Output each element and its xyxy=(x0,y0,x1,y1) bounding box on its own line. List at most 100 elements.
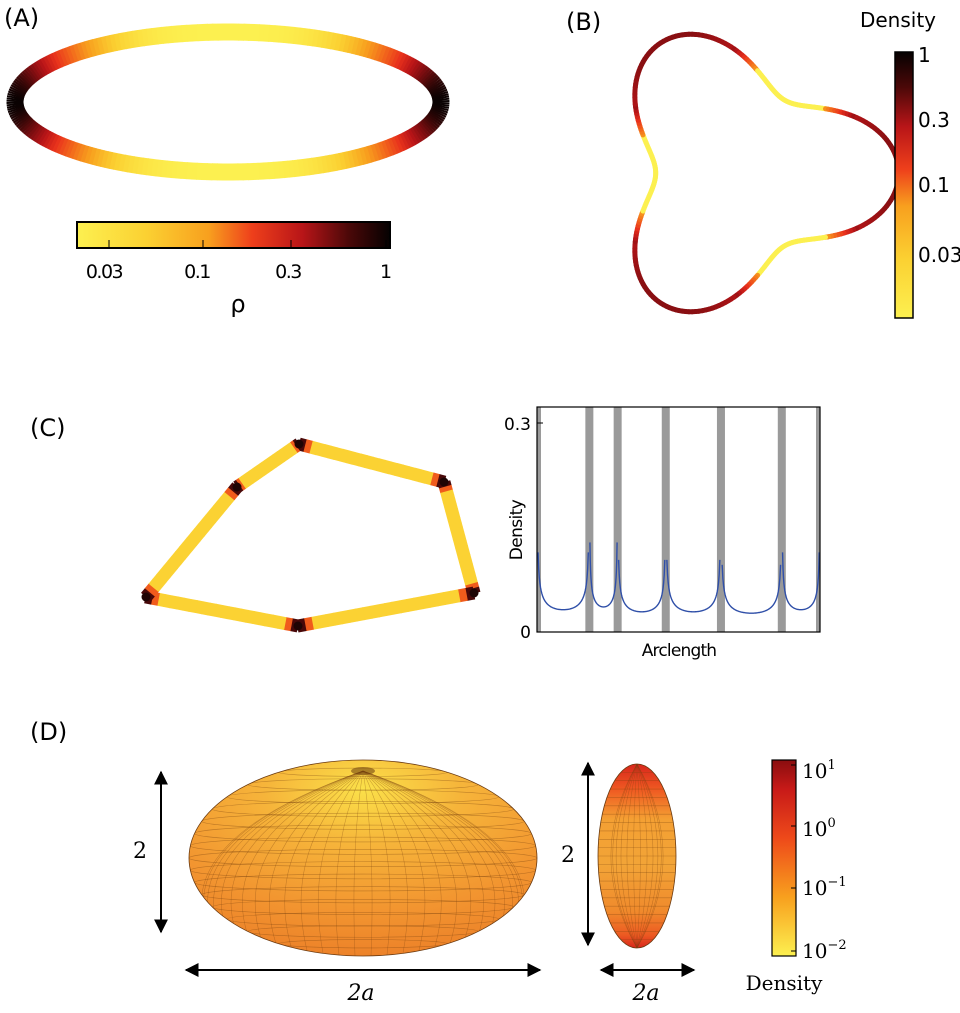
ring-segment xyxy=(329,153,338,172)
ring-segment xyxy=(37,128,49,145)
ring-segment xyxy=(46,54,57,72)
polygon-edge-segment xyxy=(438,484,453,494)
ring-segment xyxy=(54,136,66,154)
ring-segment xyxy=(338,34,348,52)
ring-segment xyxy=(55,50,66,68)
polygon-edge-segment xyxy=(270,614,281,629)
ring-segment xyxy=(23,120,37,135)
density-curve xyxy=(589,542,618,608)
ring-segment xyxy=(428,110,445,122)
polygon-edge-segment xyxy=(256,463,267,477)
polygon-edge-segment xyxy=(194,600,205,615)
polygon-edge-segment xyxy=(441,494,456,503)
ring-segment xyxy=(416,65,429,82)
polygon-edge-segment xyxy=(363,455,374,470)
ring-segment xyxy=(11,82,28,94)
ring-segment xyxy=(307,28,315,47)
ring-segment xyxy=(7,105,25,114)
polygon-edge-segment xyxy=(152,574,167,588)
mesh-meridian xyxy=(317,770,364,956)
polygon-edge-segment xyxy=(194,523,209,537)
ring-segment xyxy=(109,34,119,52)
polygon-edge-segment xyxy=(226,606,236,621)
mesh-meridian xyxy=(636,764,662,948)
ring-segment xyxy=(369,143,380,162)
panel-d-label: (D) xyxy=(30,718,67,746)
ring-segment xyxy=(421,70,435,86)
polygon-edge-segment xyxy=(340,609,351,625)
ring-segment xyxy=(32,125,45,142)
panel-a-colorbar-ticks xyxy=(108,240,387,248)
mesh-meridian xyxy=(254,770,364,956)
ring-segment xyxy=(165,160,173,179)
polygon-vertex xyxy=(469,588,479,598)
polygon-edge-segment xyxy=(309,440,320,456)
ring-segment xyxy=(387,137,398,156)
polygon-edge-segment xyxy=(283,617,293,632)
polygon-vertex xyxy=(294,439,304,449)
ring-segment xyxy=(383,139,394,157)
polygon-edge-segment xyxy=(440,489,455,499)
polygon-edge-segment xyxy=(253,465,265,479)
mesh-meridian xyxy=(620,764,638,948)
polygon-edge-segment xyxy=(400,464,411,479)
mesh-meridian xyxy=(633,764,638,948)
ring-segment xyxy=(30,63,43,80)
ring-segment xyxy=(411,62,424,79)
panel-c-label: (C) xyxy=(30,414,65,442)
prolate-ellipsoid-surface xyxy=(598,764,676,948)
ring-segment xyxy=(61,139,72,157)
ring-segment xyxy=(48,133,60,151)
polygon-edge-segment xyxy=(450,526,465,536)
polygon-edge-segment xyxy=(216,496,232,510)
polygon-edge-segment xyxy=(241,474,252,487)
polygon-edge-segment xyxy=(264,613,274,628)
polygon-edge-segment xyxy=(148,578,163,592)
polygon-edge-segment xyxy=(220,491,235,505)
polygon-edge-segment xyxy=(188,598,198,614)
polygon-edge-segment xyxy=(428,593,439,608)
polygon-edge-segment xyxy=(190,528,205,542)
polygon-edge-segment xyxy=(264,458,275,471)
panel-a-label: (A) xyxy=(4,4,39,32)
polygon-edge-segment xyxy=(159,564,175,579)
polygon-edge-segment xyxy=(412,467,423,483)
ring-segment xyxy=(324,154,333,173)
panel-c: (C) 0.3 0 Density Arclength xyxy=(30,406,821,661)
polygon-edge-segment xyxy=(394,463,404,478)
ring-segment xyxy=(83,146,93,164)
ring-segment xyxy=(337,152,347,170)
mesh-meridian xyxy=(362,770,457,956)
mesh-meridian xyxy=(353,770,364,956)
ring-segment xyxy=(84,40,94,58)
ring-segment xyxy=(39,129,52,147)
panel-b: (B) Density 1 0.3 0.1 0.03 xyxy=(566,8,960,319)
ring-segment xyxy=(380,140,391,158)
vertex-band xyxy=(816,407,820,632)
ring-segment xyxy=(396,53,408,71)
ring-segment xyxy=(320,155,329,174)
polygon-edge-segment xyxy=(315,442,326,457)
polygon-edge-segment xyxy=(251,467,262,480)
polygon-edge-segment xyxy=(354,607,366,622)
polygon-edge-segment xyxy=(347,608,358,623)
panel-a-colorbar-title: ρ xyxy=(230,290,245,318)
vertex-band xyxy=(777,407,786,632)
x-axis-label: Arclength xyxy=(642,641,717,661)
ring-segment xyxy=(105,35,114,53)
height-label-right: 2 xyxy=(561,843,575,868)
density-curve xyxy=(617,559,666,613)
ring-segment xyxy=(306,157,315,176)
ring-segment xyxy=(32,62,45,79)
polygon-edge-segment xyxy=(245,609,255,624)
ring-segment xyxy=(146,28,155,46)
ring-segment xyxy=(354,148,364,167)
panel-b-colorbar-tick-label: 1 xyxy=(918,43,931,67)
polygon-edge-segment xyxy=(413,596,424,611)
ring-segment xyxy=(150,158,159,177)
ring-segment xyxy=(65,46,76,64)
polygon-edge-segment xyxy=(442,590,454,606)
ring-segment xyxy=(362,146,372,164)
ring-segment xyxy=(118,32,127,51)
ring-segment xyxy=(141,157,149,176)
